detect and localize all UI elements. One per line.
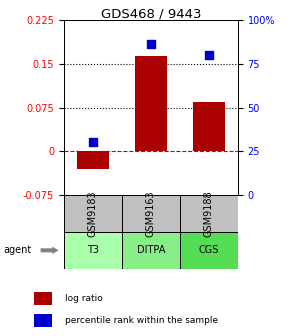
Bar	[34, 292, 52, 305]
Bar	[122, 232, 180, 269]
Text: percentile rank within the sample: percentile rank within the sample	[65, 316, 218, 325]
Bar	[34, 314, 52, 327]
Text: GSM9188: GSM9188	[204, 190, 214, 237]
Point	[148, 41, 153, 46]
Title: GDS468 / 9443: GDS468 / 9443	[101, 7, 201, 20]
Bar	[122, 195, 180, 232]
Bar	[64, 195, 122, 232]
Bar	[135, 56, 167, 151]
Bar	[77, 151, 109, 169]
Text: GSM9183: GSM9183	[88, 190, 98, 237]
Bar	[193, 102, 225, 151]
Text: T3: T3	[87, 245, 99, 255]
Text: log ratio: log ratio	[65, 294, 102, 303]
Bar	[180, 232, 238, 269]
Bar	[64, 232, 122, 269]
Text: DITPA: DITPA	[137, 245, 165, 255]
Text: agent: agent	[3, 245, 31, 255]
Text: CGS: CGS	[199, 245, 219, 255]
Point	[206, 52, 211, 58]
Text: GSM9163: GSM9163	[146, 190, 156, 237]
Bar	[180, 195, 238, 232]
Point	[90, 140, 95, 145]
